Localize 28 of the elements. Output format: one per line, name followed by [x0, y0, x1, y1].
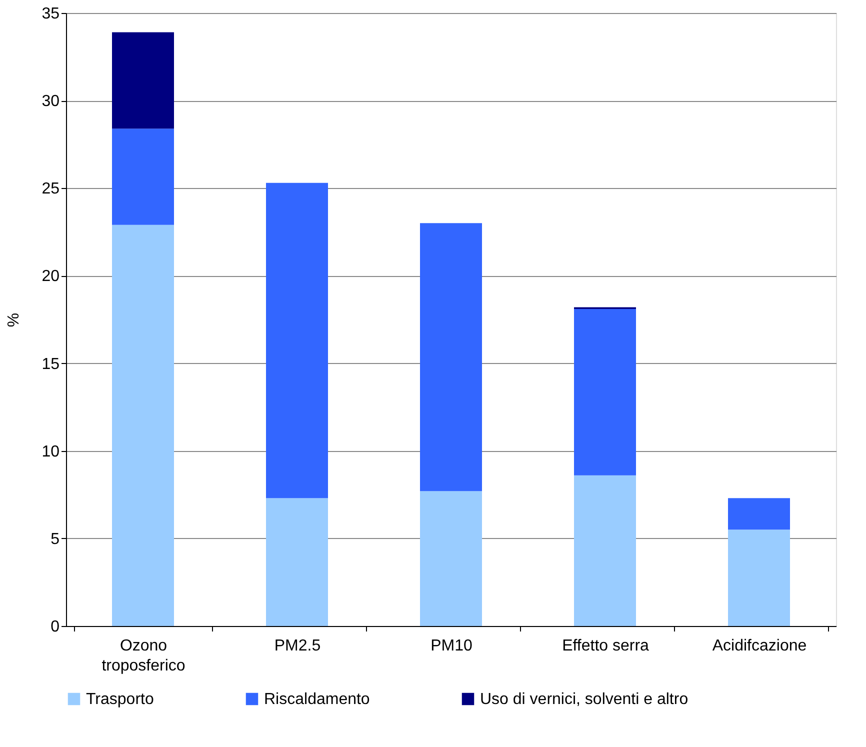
bar	[420, 223, 482, 492]
y-tick-label: 0	[50, 618, 60, 636]
x-tick-label: Acidifcazione	[712, 638, 807, 654]
bar	[266, 498, 328, 626]
y-tick-label: 20	[42, 268, 60, 286]
x-tick-label: Ozono troposferico	[102, 638, 186, 674]
legend-label: Trasporto	[86, 691, 154, 708]
bar	[112, 128, 174, 225]
bar	[728, 498, 790, 530]
x-tick-label: Effetto serra	[562, 638, 650, 654]
bar	[112, 224, 174, 626]
legend-label: Uso di vernici, solventi e altro	[480, 691, 688, 708]
y-tick-label: 15	[42, 356, 60, 373]
bar	[266, 182, 328, 498]
y-tick-label: 25	[42, 180, 60, 198]
x-tick-label: PM2.5	[274, 638, 321, 654]
bar	[574, 308, 636, 476]
bar	[112, 32, 174, 129]
x-tick-label: PM10	[430, 638, 472, 654]
y-tick-label: 5	[50, 530, 60, 548]
y-axis-title: %	[6, 312, 23, 328]
y-tick-label: 30	[42, 93, 60, 110]
bar	[574, 475, 636, 626]
legend-label: Riscaldamento	[264, 691, 370, 708]
bar	[420, 491, 482, 626]
y-tick-label: 10	[42, 443, 60, 460]
y-tick-label: 35	[42, 6, 60, 22]
bar	[728, 530, 790, 626]
